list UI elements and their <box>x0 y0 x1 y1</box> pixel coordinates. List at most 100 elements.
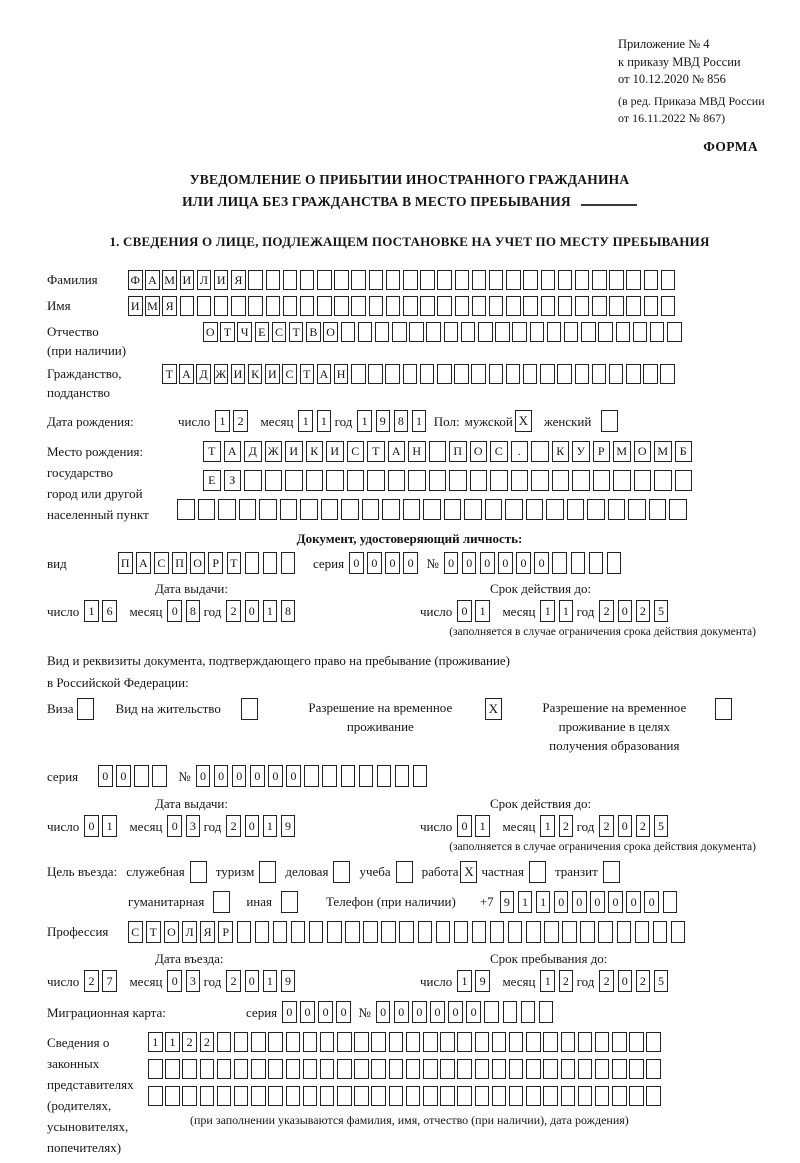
char-box[interactable] <box>454 363 469 384</box>
char-box[interactable]: 8 <box>185 599 201 622</box>
char-box[interactable] <box>177 498 195 520</box>
char-box[interactable]: И <box>265 363 280 384</box>
char-box[interactable] <box>488 295 504 316</box>
char-box[interactable] <box>285 1031 300 1052</box>
char-box[interactable]: 2 <box>226 969 241 992</box>
char-box[interactable]: 0 <box>412 1001 427 1023</box>
char-box[interactable] <box>367 469 385 491</box>
char-box[interactable] <box>337 1085 352 1106</box>
char-box[interactable] <box>560 1058 575 1079</box>
char-box[interactable]: 0 <box>626 890 641 913</box>
char-box[interactable]: С <box>128 920 143 943</box>
char-box[interactable] <box>626 295 641 316</box>
char-box[interactable] <box>382 498 400 520</box>
char-box[interactable] <box>337 1031 352 1052</box>
char-box[interactable] <box>577 1058 593 1079</box>
char-box[interactable] <box>233 1058 249 1079</box>
char-box[interactable] <box>594 1085 610 1106</box>
char-box[interactable] <box>282 295 298 316</box>
char-box[interactable] <box>231 295 246 316</box>
char-box[interactable] <box>453 920 469 943</box>
char-box[interactable]: М <box>654 440 672 462</box>
char-box[interactable] <box>577 1031 593 1052</box>
char-box[interactable]: Я <box>162 295 177 316</box>
char-box[interactable]: 8 <box>393 410 409 432</box>
char-box[interactable] <box>358 765 374 787</box>
char-box[interactable] <box>244 469 262 491</box>
char-box[interactable]: Т <box>146 920 161 943</box>
char-box[interactable]: 1 <box>475 814 490 837</box>
char-box[interactable] <box>305 469 323 491</box>
char-box[interactable] <box>233 1031 249 1052</box>
char-box[interactable]: Т <box>220 321 235 342</box>
char-box[interactable] <box>251 1085 266 1106</box>
char-box[interactable]: 0 <box>367 552 382 574</box>
char-box[interactable]: Т <box>367 440 385 462</box>
char-box[interactable]: 6 <box>102 599 117 622</box>
char-box[interactable]: З <box>223 469 241 491</box>
char-box[interactable] <box>423 498 441 520</box>
char-box[interactable] <box>606 552 622 574</box>
char-box[interactable] <box>361 498 379 520</box>
char-box[interactable] <box>557 363 572 384</box>
char-box[interactable] <box>409 321 424 342</box>
char-box[interactable] <box>512 321 527 342</box>
char-box[interactable] <box>510 469 528 491</box>
char-box[interactable]: 0 <box>394 1001 409 1023</box>
char-box[interactable]: 1 <box>262 814 278 837</box>
char-box[interactable]: 0 <box>300 1001 315 1023</box>
char-box[interactable]: Р <box>208 552 223 574</box>
char-box[interactable] <box>474 1085 490 1106</box>
char-box[interactable] <box>236 920 252 943</box>
char-box[interactable] <box>248 269 263 290</box>
char-box[interactable]: 1 <box>148 1031 163 1052</box>
char-box[interactable] <box>251 1058 266 1079</box>
char-box[interactable] <box>491 1085 507 1106</box>
char-box[interactable]: 0 <box>318 1001 333 1023</box>
char-box[interactable] <box>552 552 567 574</box>
char-box[interactable]: 0 <box>461 552 477 574</box>
char-box[interactable] <box>197 498 215 520</box>
char-box[interactable] <box>357 321 373 342</box>
char-box[interactable] <box>148 1085 163 1106</box>
char-box[interactable]: О <box>203 321 218 342</box>
char-box[interactable]: 0 <box>457 814 472 837</box>
char-box[interactable]: К <box>305 440 323 462</box>
char-box[interactable] <box>646 1031 661 1052</box>
char-box[interactable]: С <box>271 321 287 342</box>
char-box[interactable] <box>551 469 569 491</box>
char-box[interactable] <box>420 295 435 316</box>
char-box[interactable] <box>643 295 659 316</box>
char-box[interactable]: К <box>551 440 569 462</box>
char-box[interactable] <box>469 469 487 491</box>
char-box[interactable] <box>654 469 672 491</box>
char-box[interactable]: 0 <box>617 814 633 837</box>
char-box[interactable] <box>388 1058 404 1079</box>
char-box[interactable]: 0 <box>349 552 364 574</box>
char-box[interactable] <box>216 1085 232 1106</box>
char-box[interactable]: О <box>164 920 179 943</box>
char-box[interactable]: 0 <box>617 969 633 992</box>
char-box[interactable] <box>437 363 452 384</box>
char-box[interactable]: 0 <box>375 1001 391 1023</box>
char-box[interactable]: 1 <box>262 599 278 622</box>
char-box[interactable] <box>440 1058 455 1079</box>
visa-checkbox[interactable] <box>76 697 94 720</box>
char-box[interactable] <box>540 363 555 384</box>
char-box[interactable]: 0 <box>457 599 472 622</box>
char-box[interactable] <box>643 269 659 290</box>
char-box[interactable] <box>341 498 359 520</box>
char-box[interactable] <box>457 1085 472 1106</box>
char-box[interactable] <box>612 1085 627 1106</box>
char-box[interactable] <box>265 295 280 316</box>
char-box[interactable]: С <box>282 363 297 384</box>
char-box[interactable] <box>540 295 555 316</box>
char-box[interactable]: О <box>190 552 205 574</box>
char-box[interactable] <box>594 1031 610 1052</box>
char-box[interactable] <box>320 498 338 520</box>
char-box[interactable]: 0 <box>213 765 229 787</box>
char-box[interactable]: 1 <box>475 599 490 622</box>
char-box[interactable] <box>254 920 270 943</box>
char-box[interactable] <box>262 552 278 574</box>
char-box[interactable]: 9 <box>475 969 490 992</box>
